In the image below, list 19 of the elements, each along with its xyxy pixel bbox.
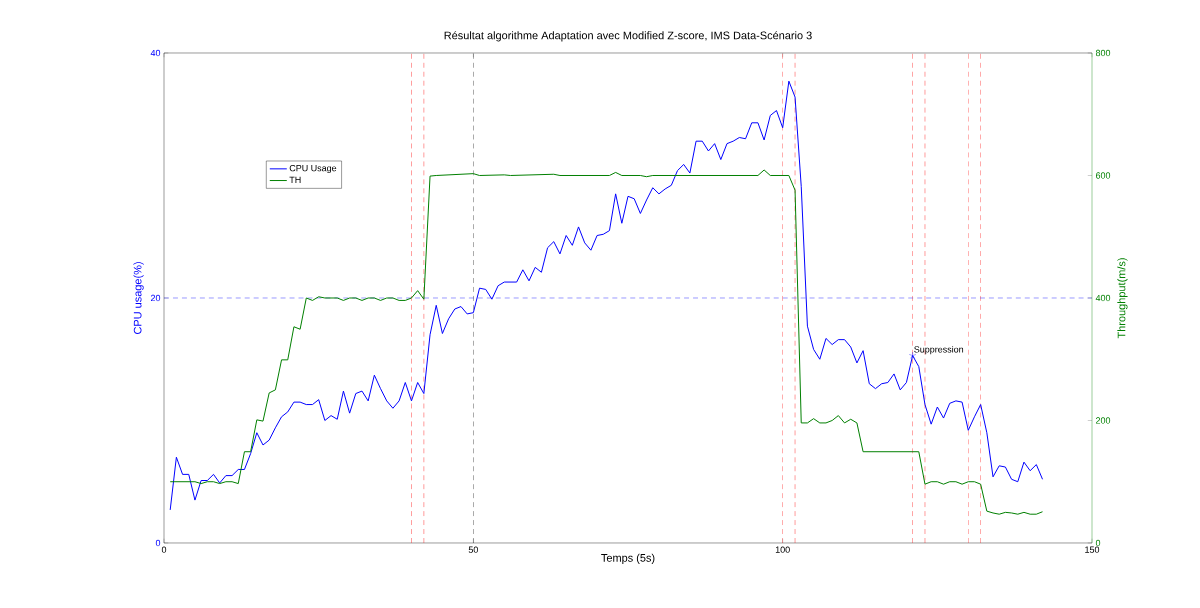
- y2-tick-label: 400: [1095, 294, 1111, 302]
- chart-title: Résultat algorithme Adaptation avec Modified Z-score, IMS Data-Scénario 3: [444, 31, 812, 42]
- y-tick-label: 20: [150, 294, 161, 302]
- y2-axis-title: Throughput(m/s): [1117, 258, 1128, 339]
- y2-tick-label: 600: [1095, 172, 1111, 179]
- x-tick-label: 150: [1085, 546, 1100, 553]
- y-axis-title: CPU usage(%): [133, 262, 144, 334]
- legend-label: TH: [289, 176, 301, 183]
- x-tick-label: 50: [468, 546, 478, 553]
- annotation: Suppression: [914, 346, 964, 355]
- y2-tick-label: 0: [1095, 539, 1101, 547]
- y-tick-label: 40: [150, 49, 161, 57]
- y2-tick-label: 800: [1095, 49, 1111, 57]
- x-tick-label: 100: [775, 546, 790, 553]
- x-tick-label: 0: [161, 546, 167, 553]
- y-tick-label: 0: [155, 539, 161, 547]
- x-axis-title: Temps (5s): [601, 553, 655, 564]
- y2-tick-label: 200: [1095, 417, 1111, 424]
- legend-label: CPU Usage: [289, 164, 337, 174]
